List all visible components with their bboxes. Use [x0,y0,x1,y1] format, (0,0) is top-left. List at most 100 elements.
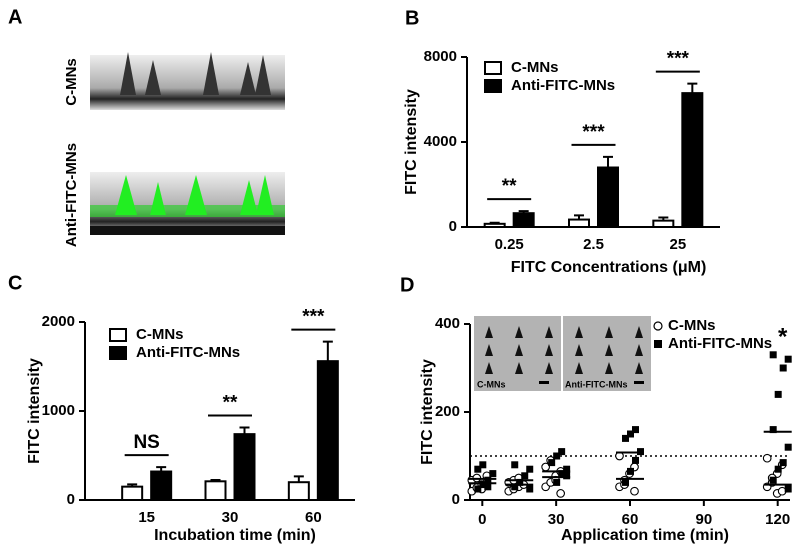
scale-bar [634,381,644,384]
point [627,430,634,438]
legend-label: C-MNs [511,59,559,76]
error-bar [687,82,698,94]
point [563,472,571,480]
inset-label: C-MNs [477,379,506,389]
x-tick-label: 25 [669,236,686,253]
x-tick-label: 0.25 [495,236,524,253]
legend-label: C-MNs [668,317,716,334]
row-label: Anti-FITC-MNs [63,143,80,247]
point [548,459,556,467]
x-axis-label: Incubation time (min) [154,527,316,544]
legend-label: Anti-FITC-MNs [136,344,240,361]
legend-swatch [653,321,663,331]
bar [204,480,227,501]
panel-label: C [8,272,22,294]
y-tick-label: 200 [435,403,460,420]
point [627,467,634,475]
y-tick-label: 8000 [424,48,457,65]
point [622,478,629,486]
significance: *** [302,307,325,328]
point [784,355,792,363]
panel-a: A C-MNs Anti-FITC-MNs [8,6,285,247]
panel-label: B [405,7,419,29]
significance: *** [582,122,605,143]
point [769,426,777,434]
y-tick-label: 0 [452,491,460,508]
error-bar [156,466,167,472]
bar [316,360,339,501]
point [630,486,639,496]
point [479,481,487,489]
y-tick-label: 0 [67,491,75,508]
inset-label: Anti-FITC-MNs [565,379,628,389]
point [553,452,561,460]
error-bar [574,214,584,220]
panel-d-inset: C-MNs Anti-FITC-MNs [474,316,651,391]
point [479,461,487,469]
error-bar [489,221,500,224]
y-axis-label: FITC intensity [403,89,420,195]
bar [568,218,590,228]
point [779,364,787,372]
point [556,489,566,498]
bar [597,166,619,228]
bar [287,481,310,502]
y-axis-label: FITC intensity [419,359,436,465]
y-axis-label: FITC intensity [26,358,43,464]
point [511,461,519,469]
legend-swatch [484,79,502,93]
x-tick-label: 90 [696,511,713,528]
point [474,485,482,493]
scale-bar [539,381,549,384]
y-tick-label: 1000 [42,402,75,419]
x-tick-label: 30 [222,509,239,526]
point [526,465,534,473]
x-tick-label: 60 [305,509,322,526]
point [484,483,492,491]
green-cones [115,175,274,215]
point [632,426,639,434]
y-tick-label: 2000 [42,313,75,330]
legend-swatch [109,346,127,360]
point [769,351,777,359]
image-base [90,226,285,235]
error-bar [293,475,304,483]
significance: ** [502,176,517,197]
error-bar [603,155,613,168]
point [769,476,777,484]
x-tick-label: 60 [622,511,639,528]
point [474,465,482,473]
x-tick-label: 30 [548,511,565,528]
legend-swatch [654,340,662,348]
panel-label: D [400,274,414,296]
bar [121,485,144,501]
point [553,478,561,486]
point [484,476,492,484]
y-tick-label: 0 [449,218,457,235]
error-bar [658,216,669,221]
image-c-mns [90,55,285,110]
point [558,448,566,456]
bar [681,92,704,228]
panel-label: A [8,6,22,28]
legend-label: Anti-FITC-MNs [511,77,615,94]
significance: ** [223,392,238,413]
point [762,453,772,463]
point [526,485,534,493]
point [632,456,639,464]
annotation: * [778,323,788,350]
x-axis-label: FITC Concentrations (μM) [511,259,707,276]
x-tick-label: 120 [765,511,790,528]
cones [120,52,271,95]
point [489,470,497,478]
x-tick-label: 2.5 [583,236,604,253]
point [558,470,566,478]
point [784,485,792,493]
bar [512,212,535,228]
error-bar [322,340,333,362]
bar [652,219,675,228]
bar [233,433,256,502]
x-tick-label: 15 [138,509,155,526]
point [784,443,792,451]
